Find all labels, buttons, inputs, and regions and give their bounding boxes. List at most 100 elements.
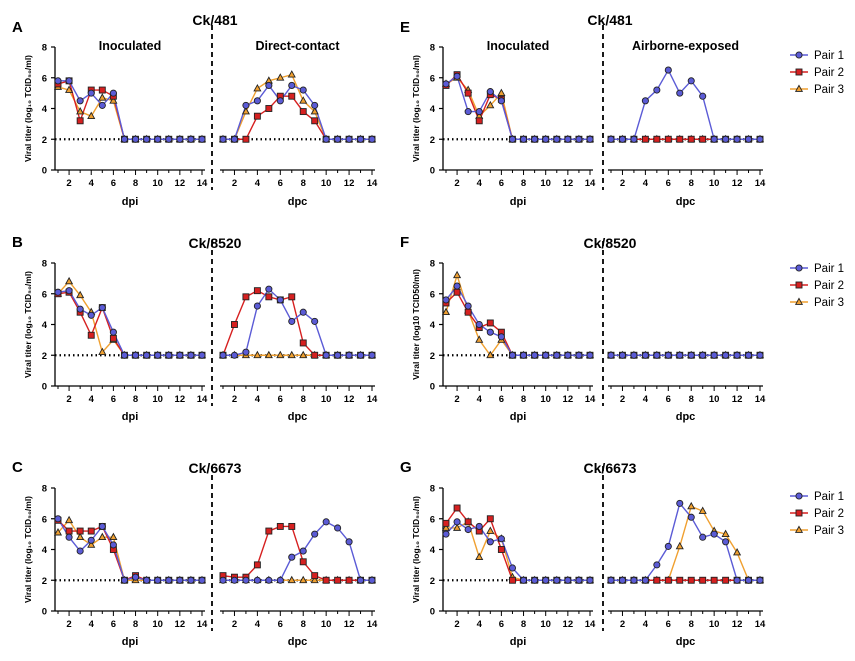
x-tick-label: 4 xyxy=(643,178,649,189)
data-point-pair-2 xyxy=(76,527,84,535)
data-point-pair-1 xyxy=(87,89,95,97)
x-tick-label: 14 xyxy=(755,394,766,405)
data-point-pair-1 xyxy=(618,135,627,143)
data-point-pair-1 xyxy=(575,135,583,143)
data-point-pair-3 xyxy=(109,532,118,541)
panel-letter: A xyxy=(12,19,23,36)
y-tick-label: 0 xyxy=(42,607,47,618)
data-point-pair-2 xyxy=(334,576,342,584)
chart-title: Ck/481 xyxy=(587,12,632,28)
y-tick-label: 8 xyxy=(42,259,47,270)
x-tick-label: 6 xyxy=(499,394,504,405)
y-tick-label: 2 xyxy=(42,135,47,146)
legend-marker-pair-3 xyxy=(794,297,804,305)
data-point-pair-1 xyxy=(641,576,649,584)
x-tick-label: 12 xyxy=(175,394,186,405)
x-tick-label: 2 xyxy=(620,394,625,405)
data-point-pair-2 xyxy=(464,89,472,97)
data-point-pair-1 xyxy=(322,135,330,143)
y-tick-label: 6 xyxy=(42,289,47,300)
data-point-pair-1 xyxy=(586,576,594,584)
data-point-pair-2 xyxy=(453,504,461,512)
x-axis-label: dpi xyxy=(122,196,139,208)
x-tick-label: 12 xyxy=(563,619,574,630)
data-point-pair-1 xyxy=(143,576,151,584)
data-point-pair-1 xyxy=(687,513,695,521)
data-point-pair-2 xyxy=(687,576,695,584)
data-point-pair-1 xyxy=(653,86,661,94)
x-axis-label: dpi xyxy=(510,411,527,423)
data-point-pair-1 xyxy=(618,351,627,359)
data-point-pair-1 xyxy=(575,576,583,584)
y-tick-label: 0 xyxy=(430,166,435,177)
x-axis-label: dpc xyxy=(676,411,696,423)
x-tick-label: 10 xyxy=(152,619,163,630)
x-tick-label: 8 xyxy=(133,394,138,405)
data-point-pair-3 xyxy=(287,70,296,78)
data-point-pair-1 xyxy=(334,135,342,143)
legend-marker-pair-2 xyxy=(795,68,803,76)
legend-label: Pair 2 xyxy=(814,280,844,292)
x-tick-label: 10 xyxy=(321,394,332,405)
data-point-pair-1 xyxy=(54,288,62,296)
x-tick-label: 8 xyxy=(133,619,138,630)
x-tick-label: 4 xyxy=(643,619,649,630)
y-tick-label: 4 xyxy=(42,320,48,331)
data-point-pair-2 xyxy=(486,319,494,327)
data-point-pair-1 xyxy=(664,542,672,550)
x-tick-label: 2 xyxy=(232,619,237,630)
data-point-pair-3 xyxy=(475,552,484,561)
data-point-pair-1 xyxy=(497,333,505,341)
x-tick-label: 6 xyxy=(278,178,283,189)
y-tick-label: 6 xyxy=(430,514,435,525)
x-tick-label: 6 xyxy=(111,394,116,405)
chart-title: Ck/481 xyxy=(192,12,237,28)
chart-title: Ck/8520 xyxy=(189,235,242,251)
x-tick-label: 4 xyxy=(89,178,95,189)
data-point-pair-3 xyxy=(675,541,684,550)
data-point-pair-1 xyxy=(131,351,140,359)
data-point-pair-2 xyxy=(76,117,84,125)
data-point-pair-1 xyxy=(531,135,539,143)
data-point-pair-1 xyxy=(618,576,627,584)
data-point-pair-2 xyxy=(653,135,661,143)
data-point-pair-3 xyxy=(721,529,730,537)
data-point-pair-1 xyxy=(710,530,718,538)
x-tick-label: 8 xyxy=(133,178,138,189)
series-line-pair-1 xyxy=(445,284,590,356)
data-point-pair-1 xyxy=(253,97,261,105)
panel-B: B Ck/8520 0 2 4 6 8 Viral titer (log₁₀ TCID₅₀/m… xyxy=(12,234,378,423)
y-axis-label: Viral titer (log₁₀ TCID₅₀/ml) xyxy=(23,271,33,378)
data-point-pair-3 xyxy=(65,515,74,524)
x-tick-label: 14 xyxy=(367,178,378,189)
data-point-pair-1 xyxy=(710,351,718,359)
y-tick-label: 2 xyxy=(430,576,435,587)
data-point-pair-1 xyxy=(553,576,561,584)
legend-label: Pair 3 xyxy=(814,297,844,309)
data-point-pair-3 xyxy=(98,532,107,541)
data-point-pair-1 xyxy=(744,351,753,359)
data-point-pair-1 xyxy=(65,287,73,295)
data-point-pair-1 xyxy=(120,576,129,584)
data-point-pair-2 xyxy=(442,519,450,527)
x-axis-label: dpc xyxy=(676,636,696,648)
data-point-pair-1 xyxy=(641,97,649,105)
data-point-pair-3 xyxy=(98,93,107,101)
data-point-pair-1 xyxy=(154,576,162,584)
x-tick-label: 2 xyxy=(454,394,459,405)
data-point-pair-1 xyxy=(322,518,330,526)
data-point-pair-1 xyxy=(356,576,365,584)
data-point-pair-1 xyxy=(676,351,684,359)
data-point-pair-3 xyxy=(310,575,319,584)
data-point-pair-1 xyxy=(98,304,106,312)
x-tick-label: 2 xyxy=(232,394,237,405)
data-point-pair-3 xyxy=(299,350,308,359)
x-tick-label: 6 xyxy=(666,394,671,405)
y-tick-label: 2 xyxy=(42,576,47,587)
data-point-pair-1 xyxy=(699,533,707,541)
data-point-pair-1 xyxy=(176,351,184,359)
data-point-pair-1 xyxy=(653,561,661,569)
data-point-pair-1 xyxy=(265,81,273,89)
data-point-pair-1 xyxy=(368,135,376,143)
y-tick-label: 6 xyxy=(430,289,435,300)
